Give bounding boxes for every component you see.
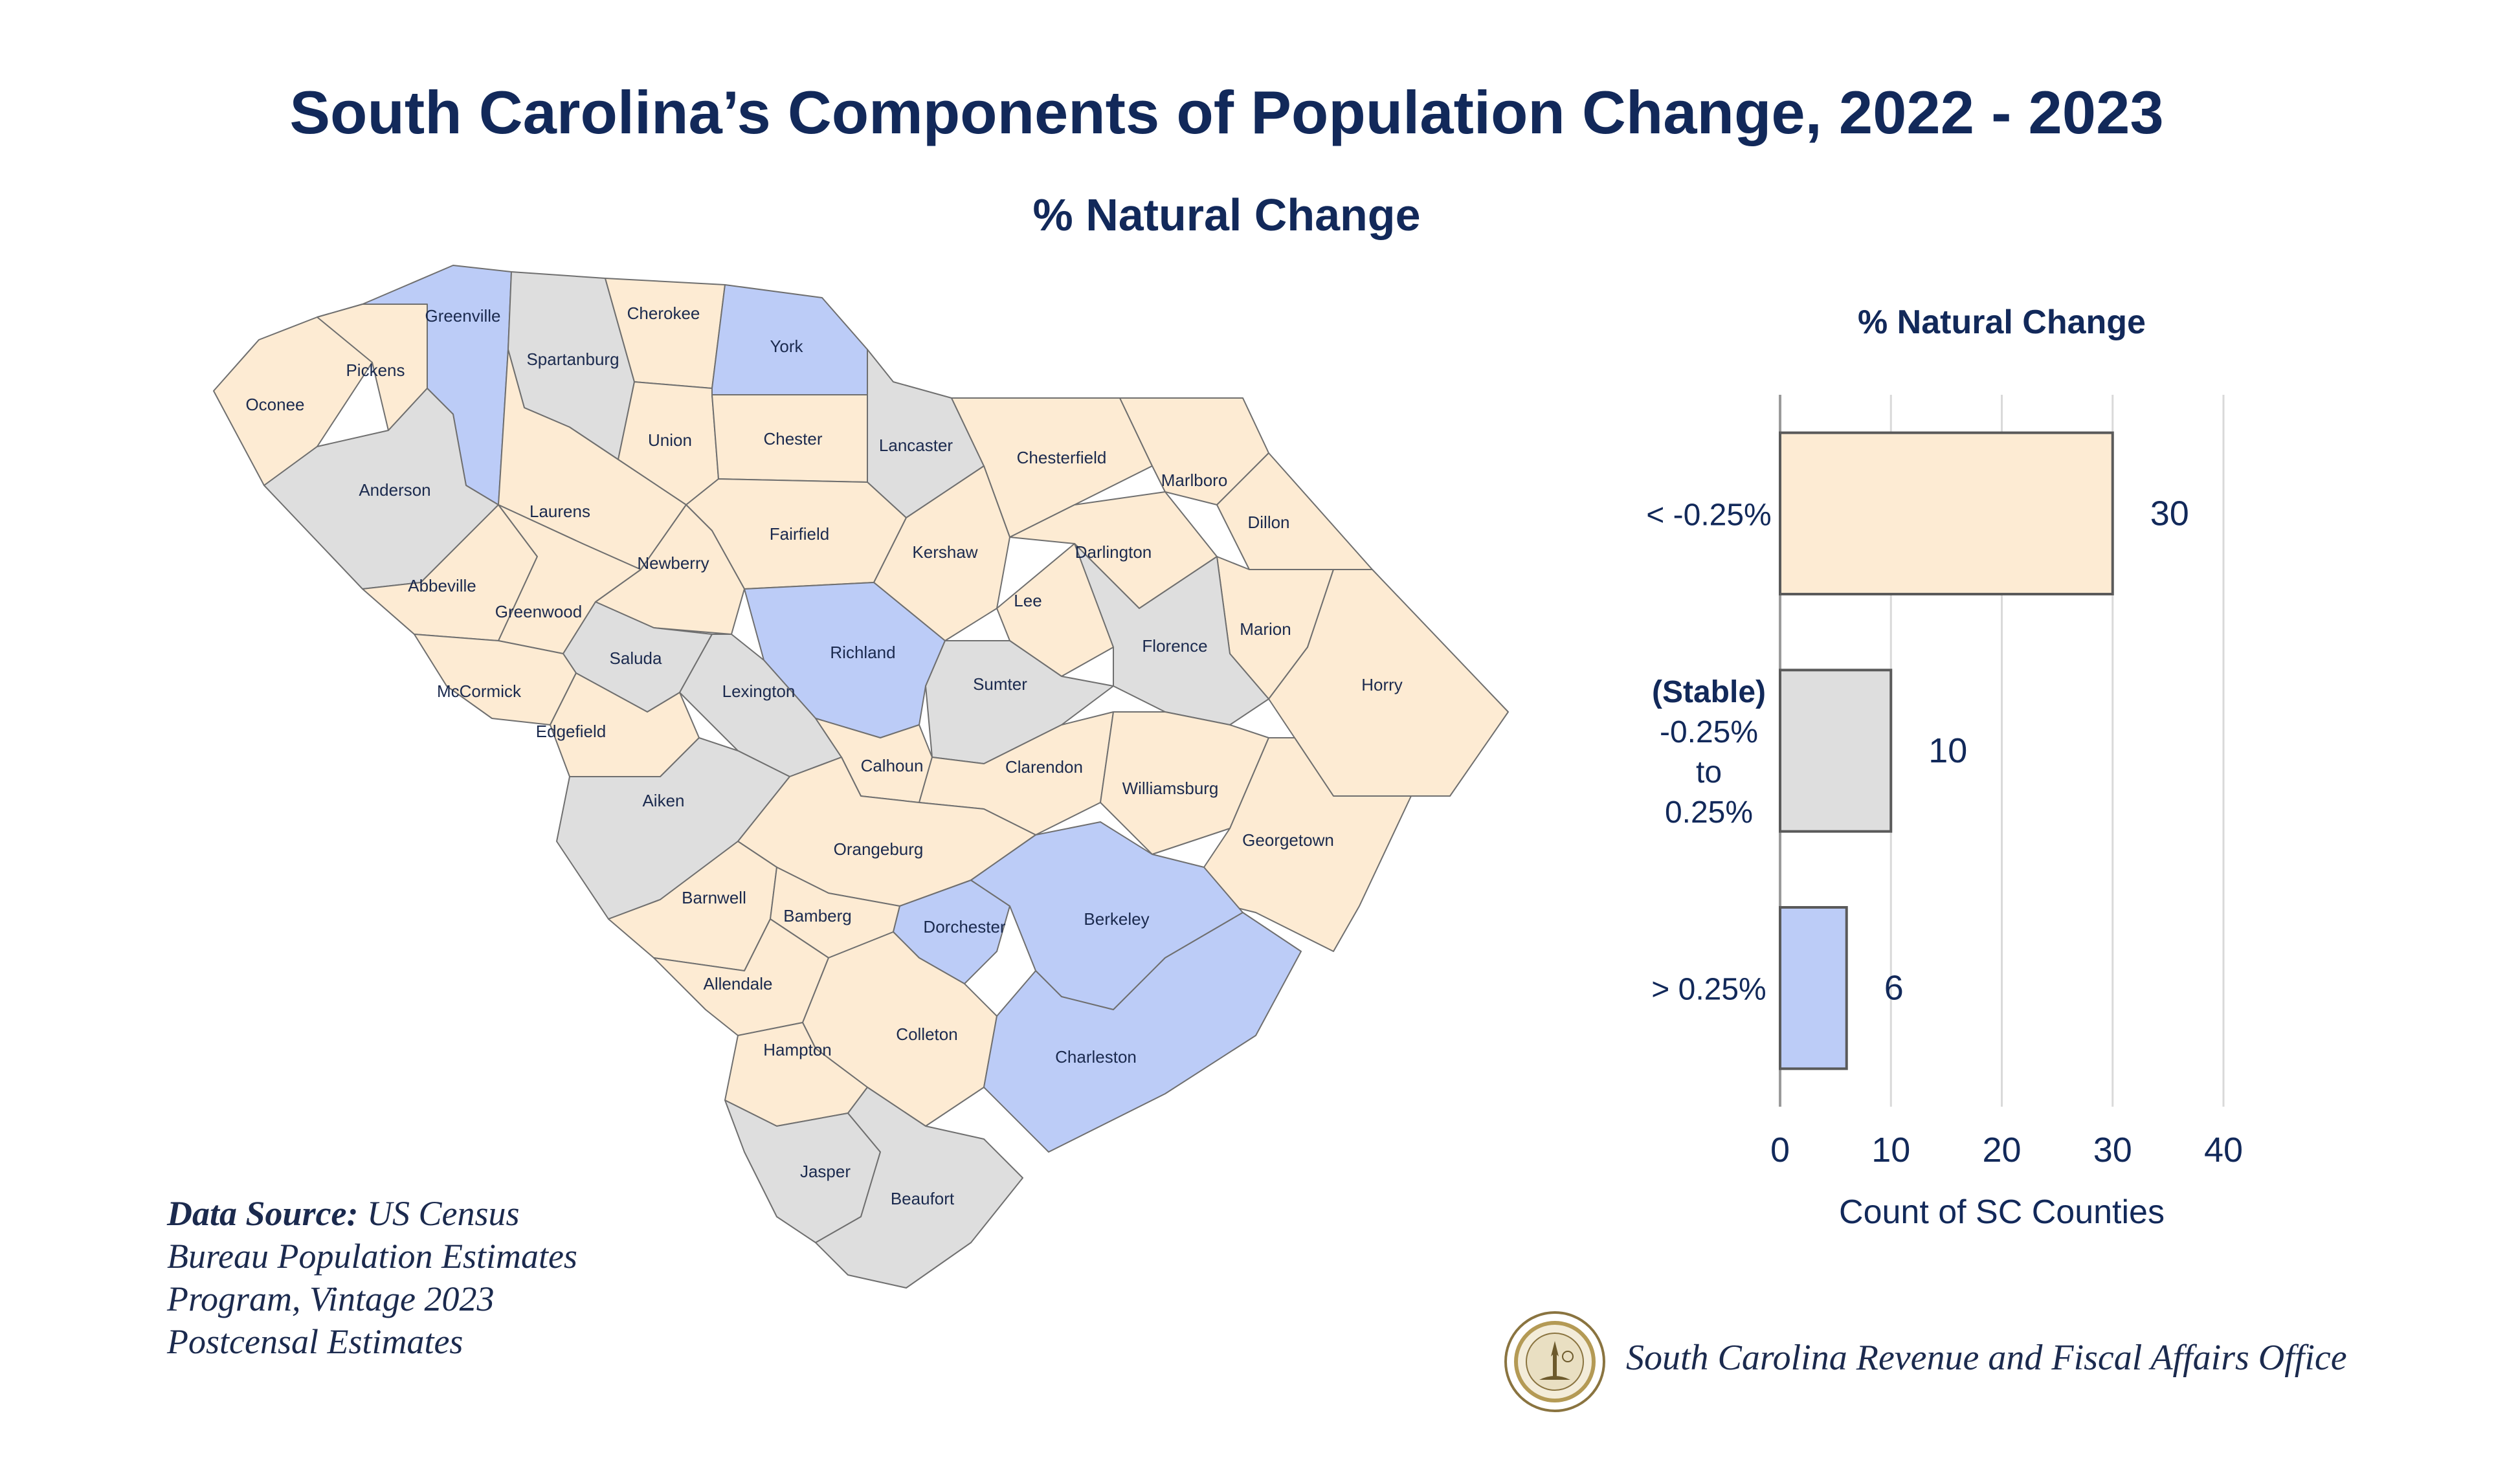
- county-label-georgetown: Georgetown: [1242, 830, 1334, 850]
- county-label-lancaster: Lancaster: [879, 436, 953, 455]
- county-label-aiken: Aiken: [642, 791, 684, 810]
- county-label-cherokee: Cherokee: [627, 304, 700, 323]
- county-label-dillon: Dillon: [1247, 513, 1289, 532]
- map-subtitle: % Natural Change: [1032, 190, 1421, 240]
- agency-seal-icon: [1504, 1311, 1605, 1412]
- county-label-york: York: [770, 337, 803, 356]
- data-source-text: US Census Bureau Population Estimates Pr…: [167, 1194, 577, 1361]
- county-label-hampton: Hampton: [763, 1040, 832, 1059]
- county-label-lee: Lee: [1014, 591, 1042, 610]
- chart-title: % Natural Change: [1858, 304, 2146, 341]
- x-tick-label: 20: [1982, 1131, 2021, 1169]
- county-label-greenwood: Greenwood: [495, 602, 582, 621]
- bars: [1779, 431, 2114, 1070]
- county-label-oconee: Oconee: [245, 395, 304, 414]
- county-label-marion: Marion: [1240, 619, 1291, 639]
- county-florence[interactable]: [1074, 543, 1269, 725]
- county-label-spartanburg: Spartanburg: [526, 349, 619, 369]
- bar-0[interactable]: [1779, 431, 2114, 595]
- page-title: South Carolina’s Components of Populatio…: [289, 78, 2164, 146]
- county-label-williamsburg: Williamsburg: [1122, 779, 1219, 798]
- x-tick-label: 0: [1770, 1131, 1790, 1169]
- data-source-note: Data Source: US Census Bureau Population…: [167, 1192, 620, 1363]
- county-label-clarendon: Clarendon: [1005, 757, 1083, 777]
- county-label-berkeley: Berkeley: [1084, 909, 1149, 929]
- county-label-lexington: Lexington: [722, 681, 796, 701]
- county-label-dorchester: Dorchester: [923, 917, 1005, 936]
- county-label-richland: Richland: [830, 643, 895, 662]
- county-georgetown[interactable]: [1203, 737, 1412, 952]
- county-label-anderson: Anderson: [359, 480, 430, 500]
- county-label-darlington: Darlington: [1075, 542, 1152, 562]
- county-label-allendale: Allendale: [704, 974, 773, 993]
- x-tick-label: 40: [2204, 1131, 2243, 1169]
- x-axis-label: Count of SC Counties: [1839, 1193, 2165, 1231]
- x-tick-label: 10: [1871, 1131, 1910, 1169]
- county-label-fairfield: Fairfield: [770, 524, 829, 544]
- county-map: Oconee Pickens Greenville Spartanburg Cherok…: [213, 265, 1509, 1289]
- agency-name: South Carolina Revenue and Fiscal Affair…: [1626, 1338, 2347, 1378]
- county-shapes: [213, 265, 1509, 1289]
- county-label-bamberg: Bamberg: [783, 906, 852, 925]
- county-label-orangeburg: Orangeburg: [834, 839, 924, 859]
- bar-2[interactable]: [1779, 906, 1848, 1070]
- county-label-marlboro: Marlboro: [1161, 471, 1228, 490]
- county-label-jasper: Jasper: [800, 1162, 851, 1181]
- category-label: > 0.25%: [1651, 973, 1766, 1007]
- county-label-mccormick: McCormick: [437, 681, 522, 701]
- county-label-barnwell: Barnwell: [682, 888, 746, 907]
- county-label-saluda: Saluda: [610, 648, 662, 668]
- category-label: < -0.25%: [1646, 498, 1771, 532]
- county-label-greenville: Greenville: [425, 306, 500, 326]
- county-label-chesterfield: Chesterfield: [1017, 448, 1107, 467]
- bar-value-label: 6: [1884, 969, 1904, 1008]
- county-label-charleston: Charleston: [1055, 1047, 1137, 1067]
- county-label-chester: Chester: [763, 429, 822, 449]
- county-label-calhoun: Calhoun: [861, 756, 924, 775]
- county-label-abbeville: Abbeville: [408, 576, 476, 595]
- county-label-laurens: Laurens: [529, 502, 590, 521]
- county-label-colleton: Colleton: [896, 1024, 957, 1044]
- county-label-beaufort: Beaufort: [891, 1189, 955, 1208]
- county-charleston[interactable]: [983, 912, 1302, 1153]
- county-label-union: Union: [648, 430, 692, 450]
- bar-1[interactable]: [1779, 669, 1893, 833]
- x-tick-label: 30: [2093, 1131, 2132, 1169]
- bar-value-label: 10: [1928, 731, 1967, 770]
- county-label-edgefield: Edgefield: [536, 722, 606, 741]
- category-label: to: [1696, 755, 1722, 790]
- category-label: 0.25%: [1665, 795, 1753, 830]
- county-label-horry: Horry: [1361, 675, 1403, 694]
- county-label-pickens: Pickens: [346, 360, 405, 380]
- bar-value-label: 30: [2150, 494, 2189, 533]
- county-label-kershaw: Kershaw: [912, 542, 977, 562]
- natural-change-bar-chart: % Natural Change 30 < -0.25% 10 (Stable) -0.2…: [1646, 304, 2243, 1231]
- county-labels: Oconee Pickens Greenville Spartanburg Cherok…: [245, 304, 1402, 1208]
- category-label: (Stable): [1652, 675, 1766, 709]
- county-label-sumter: Sumter: [973, 674, 1027, 694]
- county-label-newberry: Newberry: [637, 553, 709, 573]
- county-beaufort[interactable]: [815, 1087, 1023, 1289]
- data-source-label: Data Source:: [167, 1194, 359, 1233]
- category-label: -0.25%: [1660, 715, 1758, 749]
- county-label-florence: Florence: [1142, 636, 1207, 656]
